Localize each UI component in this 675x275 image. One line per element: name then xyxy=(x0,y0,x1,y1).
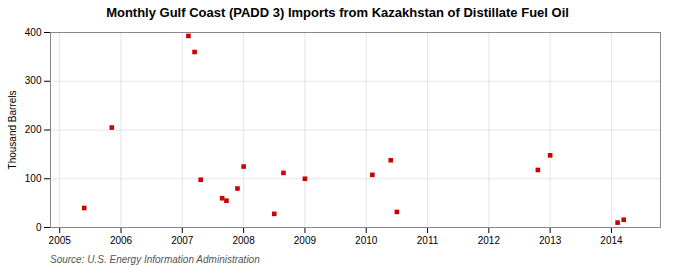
svg-text:2009: 2009 xyxy=(294,235,317,246)
svg-text:2014: 2014 xyxy=(600,235,623,246)
html-text:Monthly Gulf Coast (PADD 3) Im: Monthly Gulf Coast (PADD 3) Imports from… xyxy=(106,5,569,20)
svg-text:300: 300 xyxy=(25,75,42,86)
svg-text:Thousand Barrels: Thousand Barrels xyxy=(7,91,18,170)
svg-text:2010: 2010 xyxy=(355,235,378,246)
svg-text:2008: 2008 xyxy=(232,235,255,246)
html-text:Source: U.S. Energy Informatio: Source: U.S. Energy Information Administ… xyxy=(50,254,260,265)
svg-text:2005: 2005 xyxy=(49,235,72,246)
svg-text:2013: 2013 xyxy=(539,235,562,246)
svg-text:100: 100 xyxy=(25,173,42,184)
svg-text:2006: 2006 xyxy=(110,235,133,246)
svg-text:200: 200 xyxy=(25,124,42,135)
svg-text:2012: 2012 xyxy=(478,235,501,246)
svg-text:2011: 2011 xyxy=(417,235,439,246)
svg-text:400: 400 xyxy=(25,27,42,38)
svg-text:2007: 2007 xyxy=(171,235,194,246)
svg-text:0: 0 xyxy=(36,222,42,233)
